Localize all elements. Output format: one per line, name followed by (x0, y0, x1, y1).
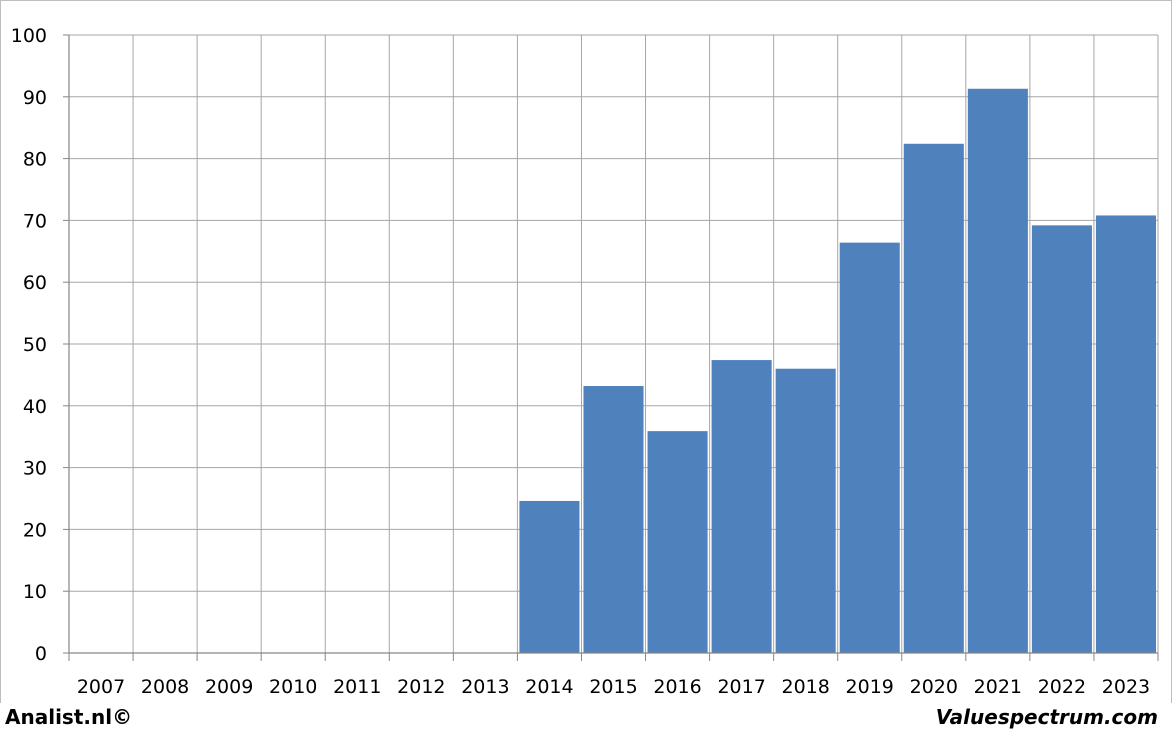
x-tick-label: 2010 (269, 676, 317, 698)
x-tick-label: 2017 (717, 676, 765, 698)
x-tick-label: 2012 (397, 676, 445, 698)
y-tick-label: 10 (23, 581, 47, 603)
x-tick-label: 2023 (1102, 676, 1150, 698)
bar-2023 (1095, 215, 1156, 653)
chart-frame: 0 10 20 30 40 50 60 70 80 90 100 2007 2008 2009 2010 20… (0, 0, 1172, 704)
bar-2020 (903, 143, 964, 653)
x-tick-label: 2014 (525, 676, 573, 698)
bar-chart: 0 10 20 30 40 50 60 70 80 90 100 2007 2008 2009 2010 20… (11, 25, 1159, 698)
x-tick-label: 2015 (589, 676, 637, 698)
footer-right-credit: Valuespectrum.com (935, 705, 1158, 729)
x-tick-label: 2007 (77, 676, 125, 698)
y-tick-label: 20 (23, 519, 47, 541)
footer-left-credit: Analist.nl© (5, 705, 133, 729)
bar-2016 (647, 431, 708, 653)
y-tick-label: 80 (23, 149, 47, 171)
bar-2019 (839, 242, 900, 653)
y-tick-label: 60 (23, 272, 47, 294)
bar-2015 (583, 386, 644, 653)
x-tick-label: 2021 (974, 676, 1022, 698)
bar-2018 (775, 368, 836, 653)
x-tick-label: 2016 (653, 676, 701, 698)
x-tick-label: 2022 (1038, 676, 1086, 698)
bar-2017 (711, 360, 772, 653)
y-tick-label: 30 (23, 458, 47, 480)
x-tick-label: 2018 (781, 676, 829, 698)
bar-2021 (967, 88, 1028, 654)
y-tick-label: 40 (23, 396, 47, 418)
bar-2022 (1031, 225, 1092, 653)
y-tick-label: 70 (23, 210, 47, 232)
y-tick-label: 50 (23, 334, 47, 356)
x-tick-label: 2011 (333, 676, 381, 698)
x-tick-label: 2020 (910, 676, 958, 698)
y-tick-label: 90 (23, 87, 47, 109)
footer: Analist.nl© Valuespectrum.com (0, 703, 1172, 734)
x-tick-label: 2009 (205, 676, 253, 698)
x-tick-label: 2008 (141, 676, 189, 698)
x-tick-label: 2019 (846, 676, 894, 698)
y-tick-label: 0 (35, 643, 47, 665)
x-tick-label: 2013 (461, 676, 509, 698)
bar-2014 (519, 500, 580, 653)
y-tick-label: 100 (11, 25, 47, 47)
